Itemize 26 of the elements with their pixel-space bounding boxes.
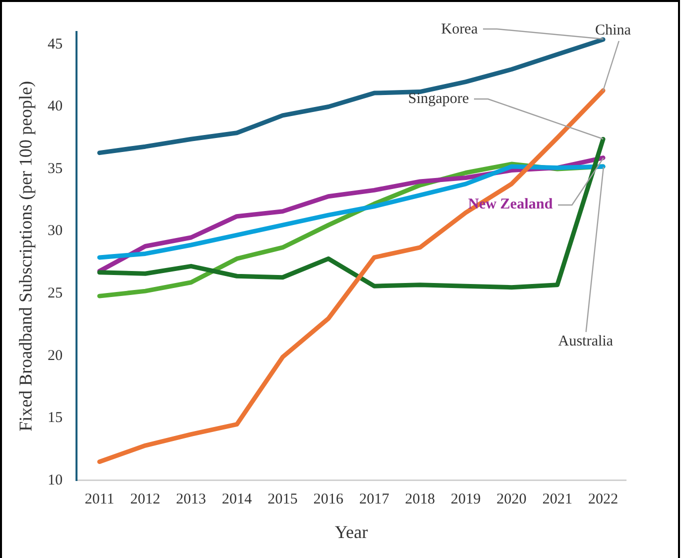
x-axis-title: Year [334, 522, 368, 542]
y-tick-label: 15 [48, 410, 63, 426]
y-axis-title: Fixed Broadband Subscriptions (per 100 people) [16, 80, 36, 432]
x-tick-label: 2011 [84, 491, 114, 508]
text: Singapore [408, 91, 470, 108]
y-tick-label: 25 [48, 286, 63, 302]
y-tick-label: 20 [48, 348, 63, 364]
x-tick-label: 2018 [404, 491, 435, 508]
y-tick-label: 30 [48, 223, 63, 240]
x-tick-label: 2016 [313, 491, 344, 508]
x-tick-label: 2015 [268, 491, 298, 508]
y-tick-label: 40 [48, 98, 63, 115]
text: Australia [558, 333, 614, 350]
x-tick-label: 2022 [588, 491, 618, 508]
x-tick-label: 2017 [359, 491, 390, 508]
x-tick-label: 2014 [222, 491, 252, 508]
x-tick-label: 2020 [496, 491, 527, 508]
text: China [595, 22, 632, 38]
text: Korea [441, 21, 478, 38]
x-tick-label: 2021 [542, 491, 572, 508]
y-tick-label: 45 [48, 36, 63, 52]
x-tick-label: 2012 [130, 491, 160, 508]
y-tick-label: 10 [48, 472, 63, 488]
x-tick-label: 2019 [450, 491, 481, 508]
y-tick-label: 35 [48, 160, 63, 177]
x-tick-label: 2013 [176, 491, 206, 508]
